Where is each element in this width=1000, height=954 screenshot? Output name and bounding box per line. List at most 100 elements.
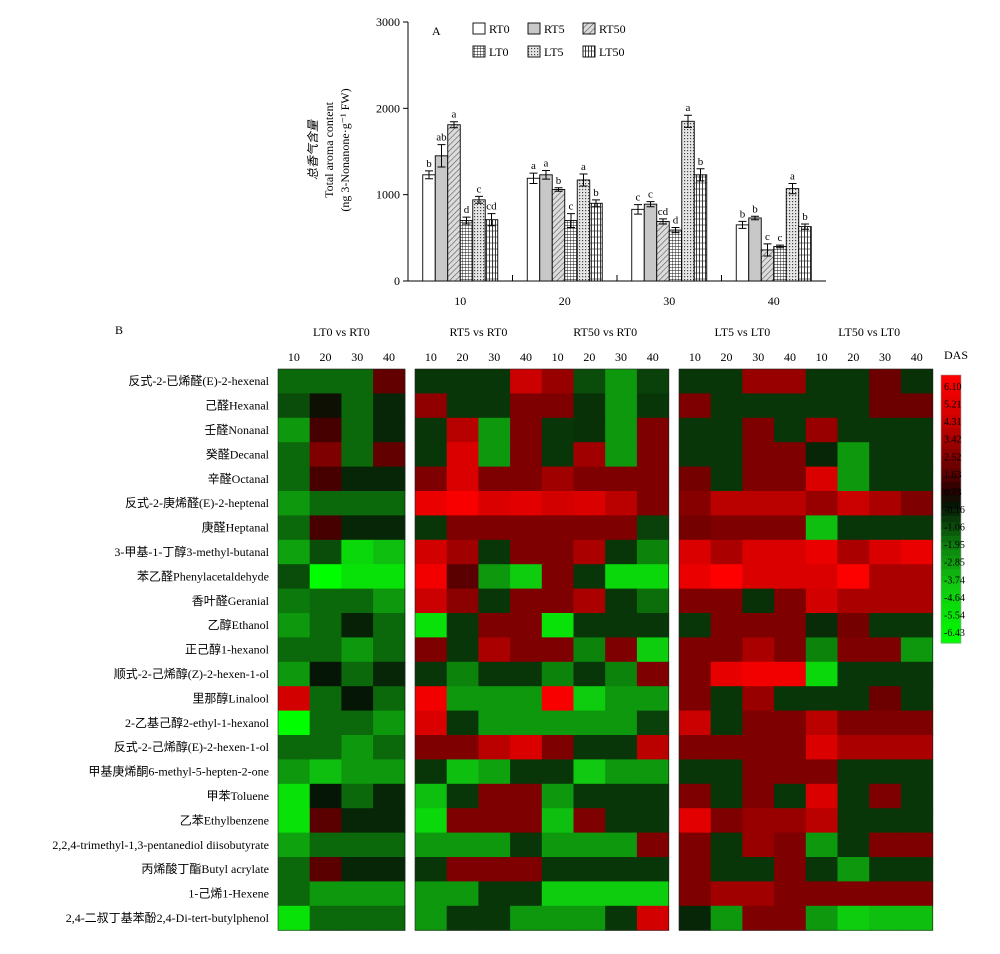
heatmap-cell [837,515,870,541]
heatmap-cell [710,491,743,516]
comparison-header: LT0 vs RT0 [313,325,370,339]
heatmap-cell [510,417,543,443]
heatmap-cell [774,515,807,541]
heatmap-cell [900,564,934,590]
heatmap-cell [774,466,807,492]
bar-RT0 [631,208,645,282]
heatmap-cell [774,588,807,614]
legend-tick-label: -5.54 [944,610,965,621]
heatmap-cell [679,588,712,614]
significance-letter: a [686,102,691,114]
heatmap-cell [478,588,511,614]
heatmap-cell [837,808,870,834]
heatmap-cell [869,661,902,687]
heatmap-cell [742,417,775,443]
heatmap-cell [446,417,479,443]
heatmap-cell [636,588,670,614]
heatmap-cell [837,905,870,931]
heatmap-cell [309,515,342,541]
heatmap-cell [309,905,342,931]
heatmap-cell [373,759,406,785]
legend-label: RT5 [544,22,565,36]
heatmap-cell [710,613,743,638]
heatmap-cell [805,417,839,443]
significance-letter: c [778,232,783,244]
heatmap-cell [341,686,374,712]
heatmap-cell [510,808,543,834]
heatmap-cell [837,735,870,760]
heatmap-cell [805,710,839,736]
heatmap-cell [309,613,342,638]
legend-tick-label: 2.52 [944,452,962,463]
bar-LT5 [785,188,800,282]
heatmap-cell [869,759,902,785]
heatmap-cell [837,613,870,638]
heatmap-cell [774,710,807,736]
legend-swatch-RT50 [582,22,596,35]
heatmap-cell [415,417,448,443]
legend-title: DAS [944,348,968,362]
heatmap-cell [446,759,479,785]
heatmap-cell [636,442,670,468]
bar-LT50 [589,202,603,282]
legend-color-step [941,448,961,456]
heatmap-cell [710,905,743,931]
heatmap-cell [679,759,712,785]
y-tick-label: 3000 [376,15,400,29]
heatmap-cell [774,808,807,834]
heatmap-cell [510,564,543,590]
bar-LT0 [564,220,578,282]
heatmap-cell [446,710,479,736]
legend-color-step [941,562,961,570]
heatmap-cell [900,393,934,419]
heatmap-cell [869,735,902,760]
legend-color-step [941,509,961,517]
legend-color-step [941,408,961,416]
heatmap-cell [341,491,374,516]
bar-RT0 [422,174,436,282]
heatmap-cell [774,857,807,882]
comparison-header: RT50 vs RT0 [573,325,637,339]
heatmap-cell [446,637,479,663]
heatmap-cell [679,637,712,663]
compound-row-label: 壬醛Nonanal [204,422,269,437]
legend-label: LT0 [489,45,509,59]
heatmap-cell [510,369,543,394]
y-axis-label-cn: 总香气含量 [306,119,320,180]
heatmap-cell [605,808,638,834]
heatmap-cell [573,442,606,468]
heatmap-cell [446,491,479,516]
significance-letter: d [464,204,470,216]
heatmap-cell [510,881,543,907]
heatmap-cell [869,539,902,565]
heatmap-cell [742,881,775,907]
heatmap-cell [415,686,448,712]
heatmap-cell [679,393,712,419]
heatmap-cell [605,417,638,443]
error-bar [801,223,809,230]
heatmap-cell [573,905,606,931]
heatmap-cell [446,564,479,590]
heatmap-cell [742,393,775,419]
heatmap-cell [373,613,406,638]
heatmap-cell [341,369,374,394]
heatmap-cell [805,832,839,858]
heatmap-cell [415,588,448,614]
error-bar [634,204,642,215]
significance-letter: b [593,187,599,199]
heatmap-cell [774,369,807,394]
legend-color-step [941,388,961,396]
heatmap-cell [837,857,870,882]
day-column-label: 20 [583,350,595,364]
heatmap-cell [415,491,448,516]
heatmap-cell [742,735,775,760]
bar-legend: RT0 RT5 RT50 LT0 LT5 LT50 [472,22,626,59]
heatmap-cell [415,515,448,541]
heatmap-cell [742,759,775,785]
heatmap-cell [710,735,743,760]
significance-letter: b [698,156,704,168]
heatmap-cell [774,637,807,663]
heatmap-cell [837,393,870,419]
heatmap-cell [373,369,406,394]
heatmap-cell [710,661,743,687]
